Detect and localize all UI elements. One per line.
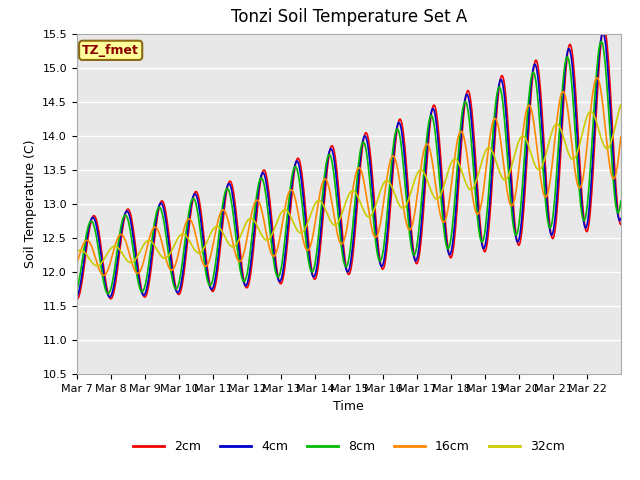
32cm	[138, 246, 145, 252]
16cm	[264, 240, 272, 246]
Y-axis label: Soil Temperature (C): Soil Temperature (C)	[24, 140, 36, 268]
4cm	[436, 160, 444, 166]
8cm	[104, 291, 112, 297]
16cm	[100, 273, 108, 278]
16cm	[237, 257, 245, 263]
8cm	[237, 273, 245, 278]
32cm	[264, 237, 272, 242]
8cm	[597, 39, 605, 45]
32cm	[285, 210, 292, 216]
8cm	[285, 197, 292, 203]
2cm	[405, 193, 413, 199]
Title: Tonzi Soil Temperature Set A: Tonzi Soil Temperature Set A	[230, 9, 467, 26]
16cm	[617, 134, 625, 140]
8cm	[406, 230, 413, 236]
4cm	[406, 216, 413, 222]
4cm	[106, 294, 113, 300]
Line: 16cm: 16cm	[77, 78, 621, 276]
16cm	[593, 75, 600, 81]
4cm	[138, 288, 145, 294]
Line: 2cm: 2cm	[77, 28, 621, 300]
32cm	[73, 249, 81, 255]
4cm	[237, 267, 245, 273]
4cm	[264, 195, 272, 201]
16cm	[73, 260, 81, 266]
2cm	[617, 222, 625, 228]
32cm	[93, 263, 101, 269]
2cm	[284, 232, 292, 238]
32cm	[436, 193, 444, 199]
8cm	[617, 198, 625, 204]
Legend: 2cm, 4cm, 8cm, 16cm, 32cm: 2cm, 4cm, 8cm, 16cm, 32cm	[128, 435, 570, 458]
16cm	[436, 210, 444, 216]
16cm	[285, 190, 292, 195]
16cm	[138, 266, 145, 272]
2cm	[237, 253, 244, 259]
2cm	[137, 282, 145, 288]
32cm	[406, 194, 413, 200]
Line: 4cm: 4cm	[77, 33, 621, 297]
16cm	[406, 227, 413, 233]
4cm	[285, 212, 292, 218]
Text: TZ_fmet: TZ_fmet	[82, 44, 139, 57]
Line: 8cm: 8cm	[77, 42, 621, 294]
8cm	[138, 288, 145, 294]
Line: 32cm: 32cm	[77, 105, 621, 266]
8cm	[264, 212, 272, 217]
2cm	[435, 136, 443, 142]
4cm	[73, 294, 81, 300]
4cm	[599, 30, 607, 36]
8cm	[73, 287, 81, 293]
32cm	[237, 231, 245, 237]
X-axis label: Time: Time	[333, 400, 364, 413]
32cm	[617, 102, 625, 108]
2cm	[73, 297, 81, 302]
8cm	[436, 183, 444, 189]
2cm	[600, 25, 607, 31]
4cm	[617, 216, 625, 221]
2cm	[264, 180, 271, 185]
